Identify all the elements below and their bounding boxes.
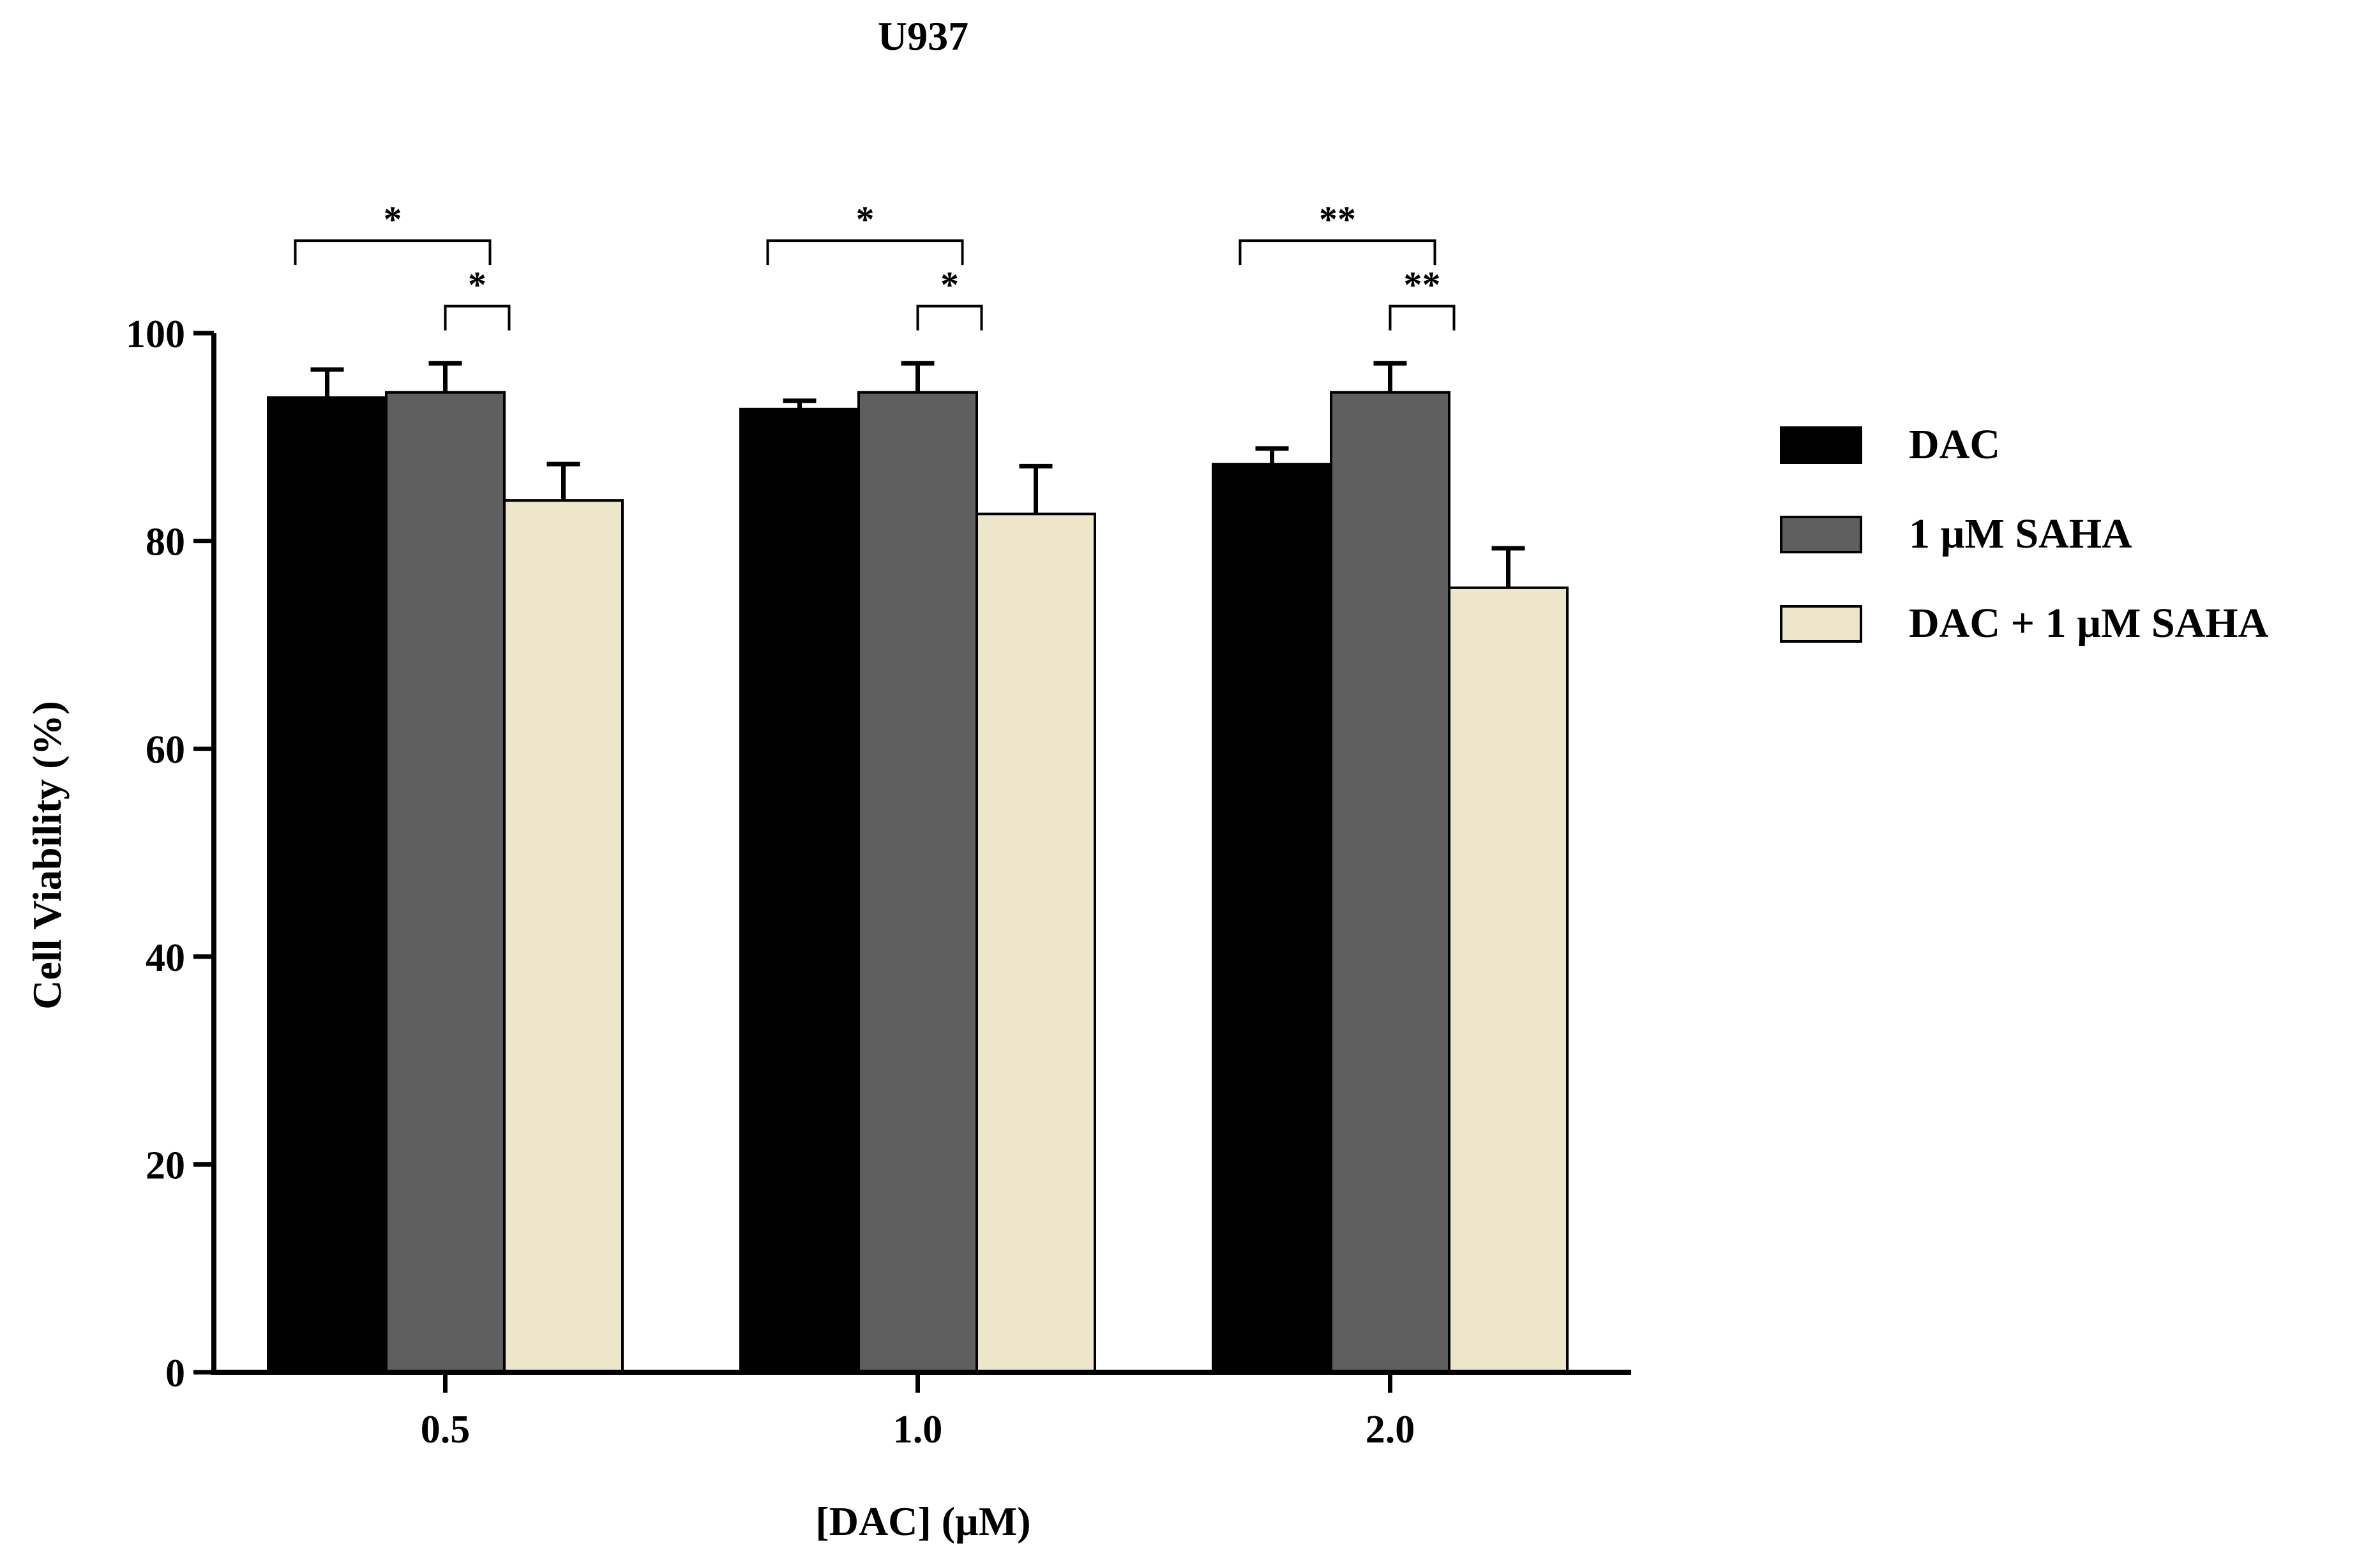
y-tick-label: 40	[146, 936, 185, 980]
y-tick-label: 100	[126, 313, 185, 356]
y-tick-label: 0	[165, 1352, 185, 1395]
bar	[1330, 391, 1450, 1374]
legend-label: DAC + 1 µM SAHA	[1909, 600, 2269, 647]
y-tick-label: 80	[146, 521, 185, 564]
legend: DAC 1 µM SAHA DAC + 1 µM SAHA	[1780, 421, 2269, 647]
bar	[385, 391, 506, 1374]
significance-bracket	[294, 239, 492, 266]
x-axis-label: [DAC] (µM)	[815, 1499, 1030, 1544]
legend-swatch	[1780, 516, 1862, 553]
bar	[503, 499, 624, 1374]
significance-bracket	[916, 304, 983, 331]
legend-label: 1 µM SAHA	[1909, 511, 2132, 557]
significance-bracket	[444, 304, 511, 331]
significance-label: **	[1319, 198, 1356, 240]
legend-swatch	[1780, 605, 1862, 643]
y-axis-label: Cell Viability (%)	[24, 701, 70, 1010]
legend-label: DAC	[1909, 421, 2000, 468]
significance-bracket	[1389, 304, 1456, 331]
significance-label: *	[856, 198, 875, 240]
y-tick-label: 60	[146, 728, 185, 772]
x-tick-label: 2.0	[1366, 1408, 1415, 1451]
x-tick-label: 0.5	[421, 1408, 471, 1451]
legend-swatch	[1780, 426, 1862, 464]
significance-label: *	[468, 264, 486, 306]
significance-label: **	[1404, 264, 1441, 306]
bar	[1448, 586, 1569, 1374]
chart-title: U937	[878, 13, 968, 59]
bar	[975, 513, 1096, 1374]
significance-bracket	[1239, 239, 1436, 266]
bar	[1212, 463, 1332, 1374]
significance-bracket	[766, 239, 964, 266]
bar	[267, 396, 388, 1374]
y-tick-label: 20	[146, 1144, 185, 1187]
bar	[739, 407, 860, 1374]
significance-label: *	[384, 198, 402, 240]
significance-label: *	[940, 264, 959, 306]
x-tick-label: 1.0	[893, 1408, 943, 1451]
bar	[857, 391, 978, 1374]
